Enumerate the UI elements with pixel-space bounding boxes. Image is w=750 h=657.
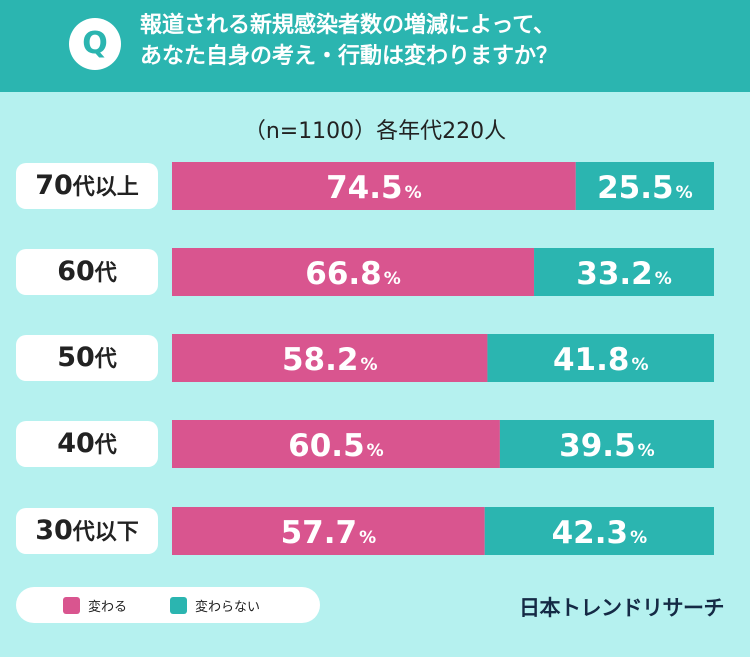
data-label-unit: % [359, 528, 376, 548]
data-label: 25.5% [597, 170, 693, 206]
data-label-unit: % [405, 183, 422, 203]
data-label-value: 74.5 [326, 170, 403, 206]
category-label-suffix: 代以下 [72, 520, 139, 545]
data-label: 33.2% [576, 256, 672, 292]
data-label: 58.2% [282, 342, 378, 378]
data-label-value: 33.2 [576, 256, 653, 292]
data-label-unit: % [631, 355, 648, 375]
category-label-suffix: 代 [94, 347, 117, 372]
data-label: 57.7% [281, 515, 377, 551]
category-label: 70代以上 [16, 163, 158, 209]
question-text: 報道される新規感染者数の増減によって、 あなた自身の考え・行動は変わりますか？ [140, 10, 558, 72]
data-label: 74.5% [326, 170, 422, 206]
data-label-value: 41.8 [553, 342, 630, 378]
category-label-number: 60 [57, 256, 95, 287]
category-label-suffix: 代以上 [72, 175, 139, 200]
data-label-unit: % [655, 269, 672, 289]
legend-item-changes: 変わる [63, 587, 127, 623]
data-label-value: 39.5 [559, 428, 636, 464]
category-label-suffix: 代 [94, 433, 117, 458]
bar-segment-changes [172, 334, 488, 382]
bar-segment-changes [172, 248, 535, 296]
bar-segment-changes [172, 420, 500, 468]
legend-label-no-change: 変わらない [195, 599, 261, 615]
bar-segment-changes [172, 162, 576, 210]
data-label: 60.5% [288, 428, 384, 464]
bar-segment-no-change [484, 507, 714, 555]
bar-segment-no-change [487, 334, 714, 382]
sample-size-note: （n=1100）各年代220人 [243, 119, 507, 144]
data-label-unit: % [676, 183, 693, 203]
question-header: Q 報道される新規感染者数の増減によって、 あなた自身の考え・行動は変わりますか… [0, 0, 750, 92]
legend-item-no-change: 変わらない [170, 587, 260, 623]
bar-segment-changes [172, 507, 485, 555]
data-label-unit: % [630, 528, 647, 548]
data-label-value: 57.7 [281, 515, 358, 551]
bar-segment-no-change [575, 162, 714, 210]
question-line-2: あなた自身の考え・行動は変わりますか？ [140, 44, 559, 69]
data-label: 41.8% [553, 342, 649, 378]
bar-segment-no-change [499, 420, 714, 468]
data-label-value: 60.5 [288, 428, 365, 464]
data-label: 66.8% [305, 256, 401, 292]
legend-swatch-no-change [170, 596, 187, 614]
question-line-1: 報道される新規感染者数の増減によって、 [140, 13, 556, 38]
legend: 変わる 変わらない [16, 587, 320, 623]
legend-label-changes: 変わる [88, 599, 128, 615]
category-label-number: 30 [35, 515, 73, 546]
data-label-value: 25.5 [597, 170, 674, 206]
data-label-unit: % [384, 269, 401, 289]
category-label-suffix: 代 [94, 261, 117, 286]
data-label-value: 42.3 [552, 515, 629, 551]
data-label: 42.3% [552, 515, 648, 551]
data-label-value: 58.2 [282, 342, 359, 378]
legend-swatch-changes [63, 596, 80, 614]
data-label-unit: % [360, 355, 377, 375]
bar-segment-no-change [534, 248, 714, 296]
data-label-value: 66.8 [305, 256, 382, 292]
data-label-unit: % [638, 441, 655, 461]
category-label-number: 40 [57, 428, 95, 459]
category-label-number: 50 [57, 342, 95, 373]
question-badge: Q [69, 18, 121, 70]
category-label: 30代以下 [16, 508, 158, 554]
category-label: 50代 [16, 335, 158, 381]
data-label-unit: % [367, 441, 384, 461]
category-label: 60代 [16, 249, 158, 295]
brand-logo: 日本トレンドリサーチ [519, 596, 725, 620]
data-label: 39.5% [559, 428, 655, 464]
category-label: 40代 [16, 421, 158, 467]
category-label-number: 70 [35, 170, 73, 201]
